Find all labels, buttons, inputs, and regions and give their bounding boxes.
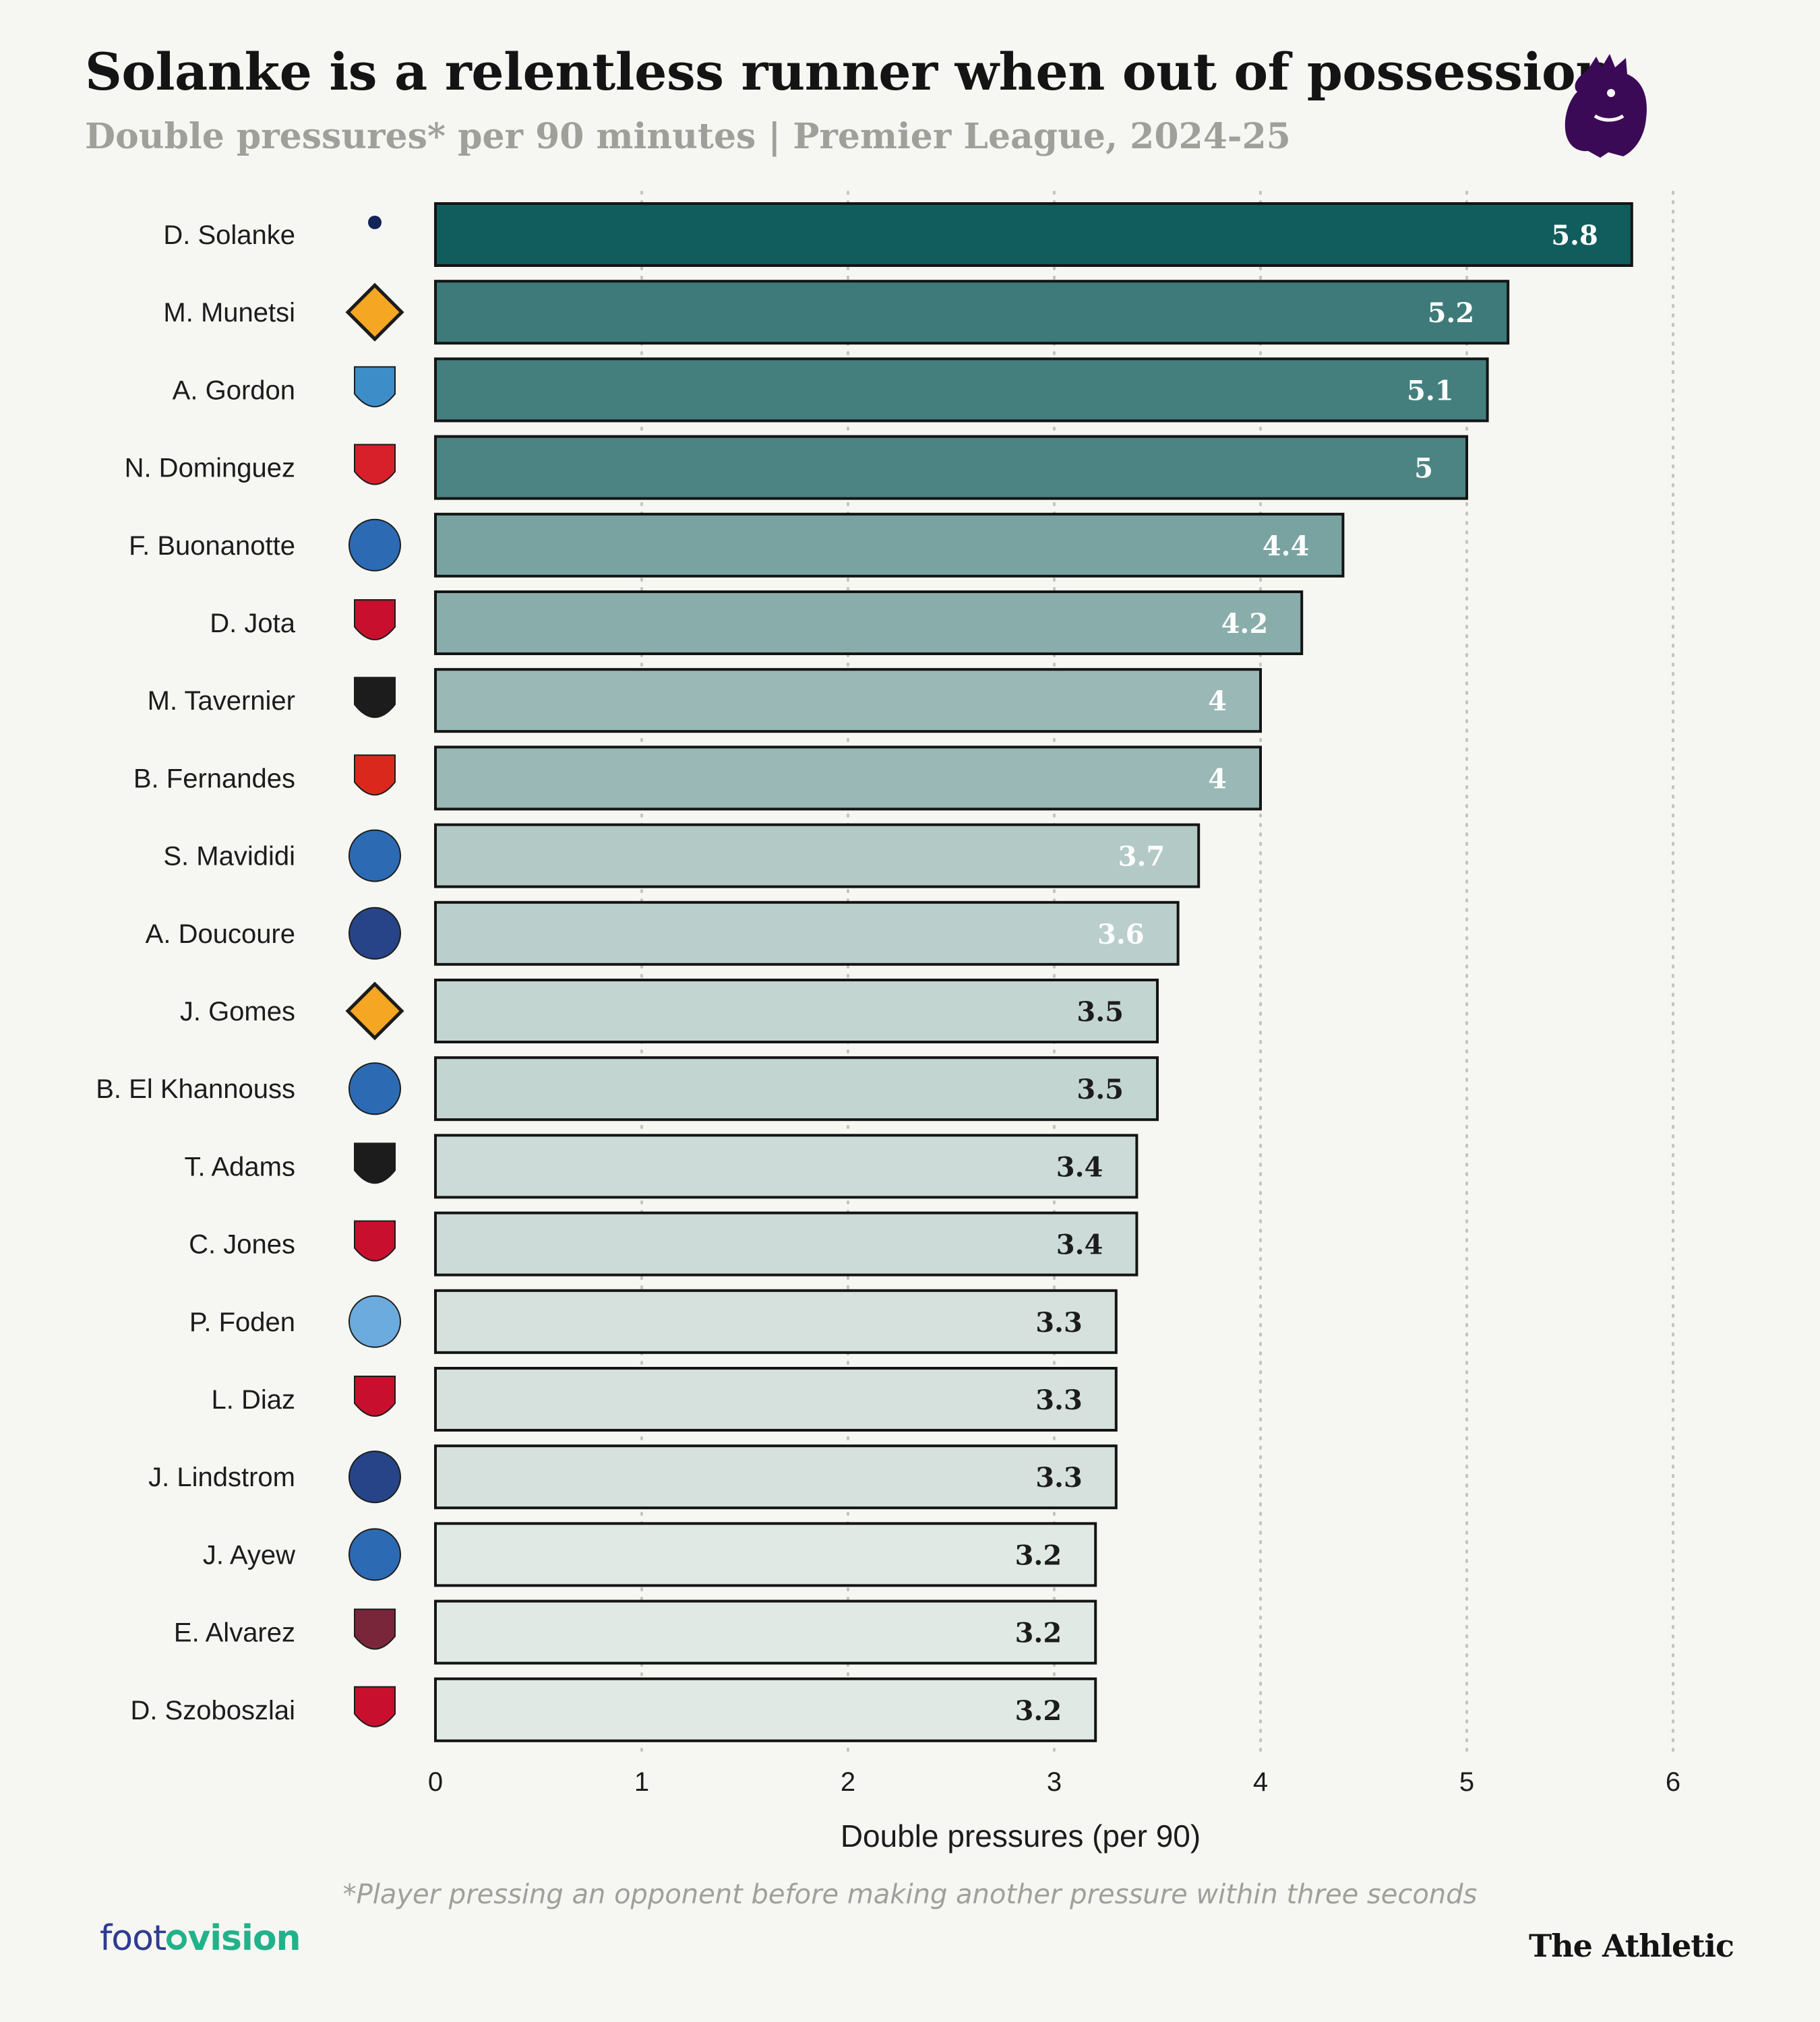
value-label: 5.2 <box>1428 297 1475 329</box>
chart-subtitle: Double pressures* per 90 minutes | Premi… <box>85 116 1291 157</box>
value-label: 5.8 <box>1551 220 1598 251</box>
footovision-mark-icon <box>166 1930 187 1950</box>
footovision-logo: foot vision <box>100 1918 301 1959</box>
x-tick-label: 3 <box>1047 1767 1062 1797</box>
player-name: M. Munetsi <box>163 298 295 328</box>
x-tick-label: 4 <box>1253 1767 1268 1797</box>
value-label: 3.4 <box>1056 1229 1103 1261</box>
x-tick-label: 1 <box>634 1767 649 1797</box>
bar <box>434 1289 1118 1354</box>
west-ham-crest-icon <box>354 1608 396 1650</box>
bar <box>434 979 1159 1043</box>
bar <box>434 1522 1097 1587</box>
bar <box>434 357 1489 423</box>
chart-title: Solanke is a relentless runner when out … <box>85 42 1612 102</box>
player-name: E. Alvarez <box>174 1618 295 1648</box>
player-name: C. Jones <box>189 1230 295 1260</box>
liverpool-crest-icon <box>354 599 396 640</box>
player-name: B. Fernandes <box>133 764 295 793</box>
bar <box>434 435 1468 500</box>
leicester-crest-icon <box>348 1062 401 1115</box>
bar <box>434 1211 1139 1277</box>
player-name: B. El Khannouss <box>96 1074 295 1104</box>
footnote: *Player pressing an opponent before maki… <box>342 1879 1478 1910</box>
manchester-united-crest-icon <box>354 754 396 796</box>
everton-crest-icon <box>348 907 401 960</box>
bar <box>434 1677 1097 1742</box>
liverpool-crest-icon <box>354 1220 396 1262</box>
player-name: P. Foden <box>189 1308 295 1337</box>
newcastle-crest-icon <box>354 366 396 408</box>
bar <box>434 1134 1139 1199</box>
player-name: J. Lindstrom <box>148 1463 295 1492</box>
bar <box>434 1444 1118 1510</box>
player-name: D. Jota <box>210 609 295 638</box>
player-name: A. Doucoure <box>146 919 295 949</box>
value-label: 3.2 <box>1015 1695 1062 1727</box>
bar <box>434 823 1201 888</box>
player-name: M. Tavernier <box>148 686 295 716</box>
footovision-logo-end: vision <box>187 1918 301 1959</box>
value-label: 3.2 <box>1015 1539 1062 1571</box>
bar <box>434 1367 1118 1432</box>
x-tick-label: 0 <box>428 1767 443 1797</box>
x-axis-label: Double pressures (per 90) <box>841 1818 1201 1854</box>
wolves-crest-icon <box>345 282 404 342</box>
value-label: 5 <box>1414 453 1433 485</box>
footovision-logo-start: foot <box>100 1918 166 1959</box>
value-label: 3.3 <box>1035 1307 1083 1339</box>
player-name: D. Solanke <box>163 220 295 250</box>
value-label: 3.5 <box>1076 996 1124 1028</box>
bar <box>434 512 1345 578</box>
wolves-crest-icon <box>345 981 404 1041</box>
bournemouth-crest-icon <box>354 677 396 718</box>
player-name: N. Dominguez <box>125 454 295 483</box>
liverpool-crest-icon <box>354 1376 396 1417</box>
value-label: 4 <box>1208 685 1227 717</box>
bar <box>434 668 1262 733</box>
x-tick-label: 5 <box>1459 1767 1474 1797</box>
leicester-crest-icon <box>348 1528 401 1581</box>
value-label: 3.3 <box>1035 1462 1083 1494</box>
value-label: 3.7 <box>1118 841 1165 873</box>
bar <box>434 900 1180 966</box>
bournemouth-crest-icon <box>354 1142 396 1184</box>
x-tick-label: 6 <box>1666 1767 1680 1797</box>
player-name: J. Ayew <box>203 1540 295 1570</box>
bar <box>434 202 1633 267</box>
bar <box>434 745 1262 811</box>
value-label: 3.3 <box>1035 1384 1083 1416</box>
player-name: L. Diaz <box>212 1385 296 1415</box>
everton-crest-icon <box>348 1450 401 1504</box>
player-name: F. Buonanotte <box>129 531 295 561</box>
nottingham-forest-crest-icon <box>354 443 396 485</box>
player-name: J. Gomes <box>180 997 295 1027</box>
value-label: 5.1 <box>1407 375 1454 406</box>
value-label: 3.5 <box>1076 1074 1124 1105</box>
leicester-crest-icon <box>348 518 401 572</box>
player-name: T. Adams <box>184 1152 295 1182</box>
player-name: D. Szoboszlai <box>130 1696 295 1725</box>
value-label: 4.4 <box>1263 530 1310 562</box>
value-label: 3.4 <box>1056 1151 1103 1183</box>
bar <box>434 590 1304 655</box>
player-name: S. Mavididi <box>163 842 295 871</box>
bar <box>434 280 1510 345</box>
x-tick-label: 2 <box>841 1767 855 1797</box>
premier-league-lion-icon <box>1565 54 1647 158</box>
the-athletic-logo: The Athletic <box>1528 1928 1734 1964</box>
player-name: A. Gordon <box>173 375 295 405</box>
value-label: 3.2 <box>1015 1618 1062 1649</box>
value-label: 3.6 <box>1097 919 1145 950</box>
bar <box>434 1599 1097 1665</box>
bar <box>434 1056 1159 1122</box>
manchester-city-crest-icon <box>348 1295 401 1348</box>
leicester-crest-icon <box>348 829 401 882</box>
value-label: 4.2 <box>1221 608 1269 640</box>
tottenham-crest-icon <box>368 216 382 229</box>
liverpool-crest-icon <box>354 1686 396 1727</box>
value-label: 4 <box>1208 763 1227 795</box>
